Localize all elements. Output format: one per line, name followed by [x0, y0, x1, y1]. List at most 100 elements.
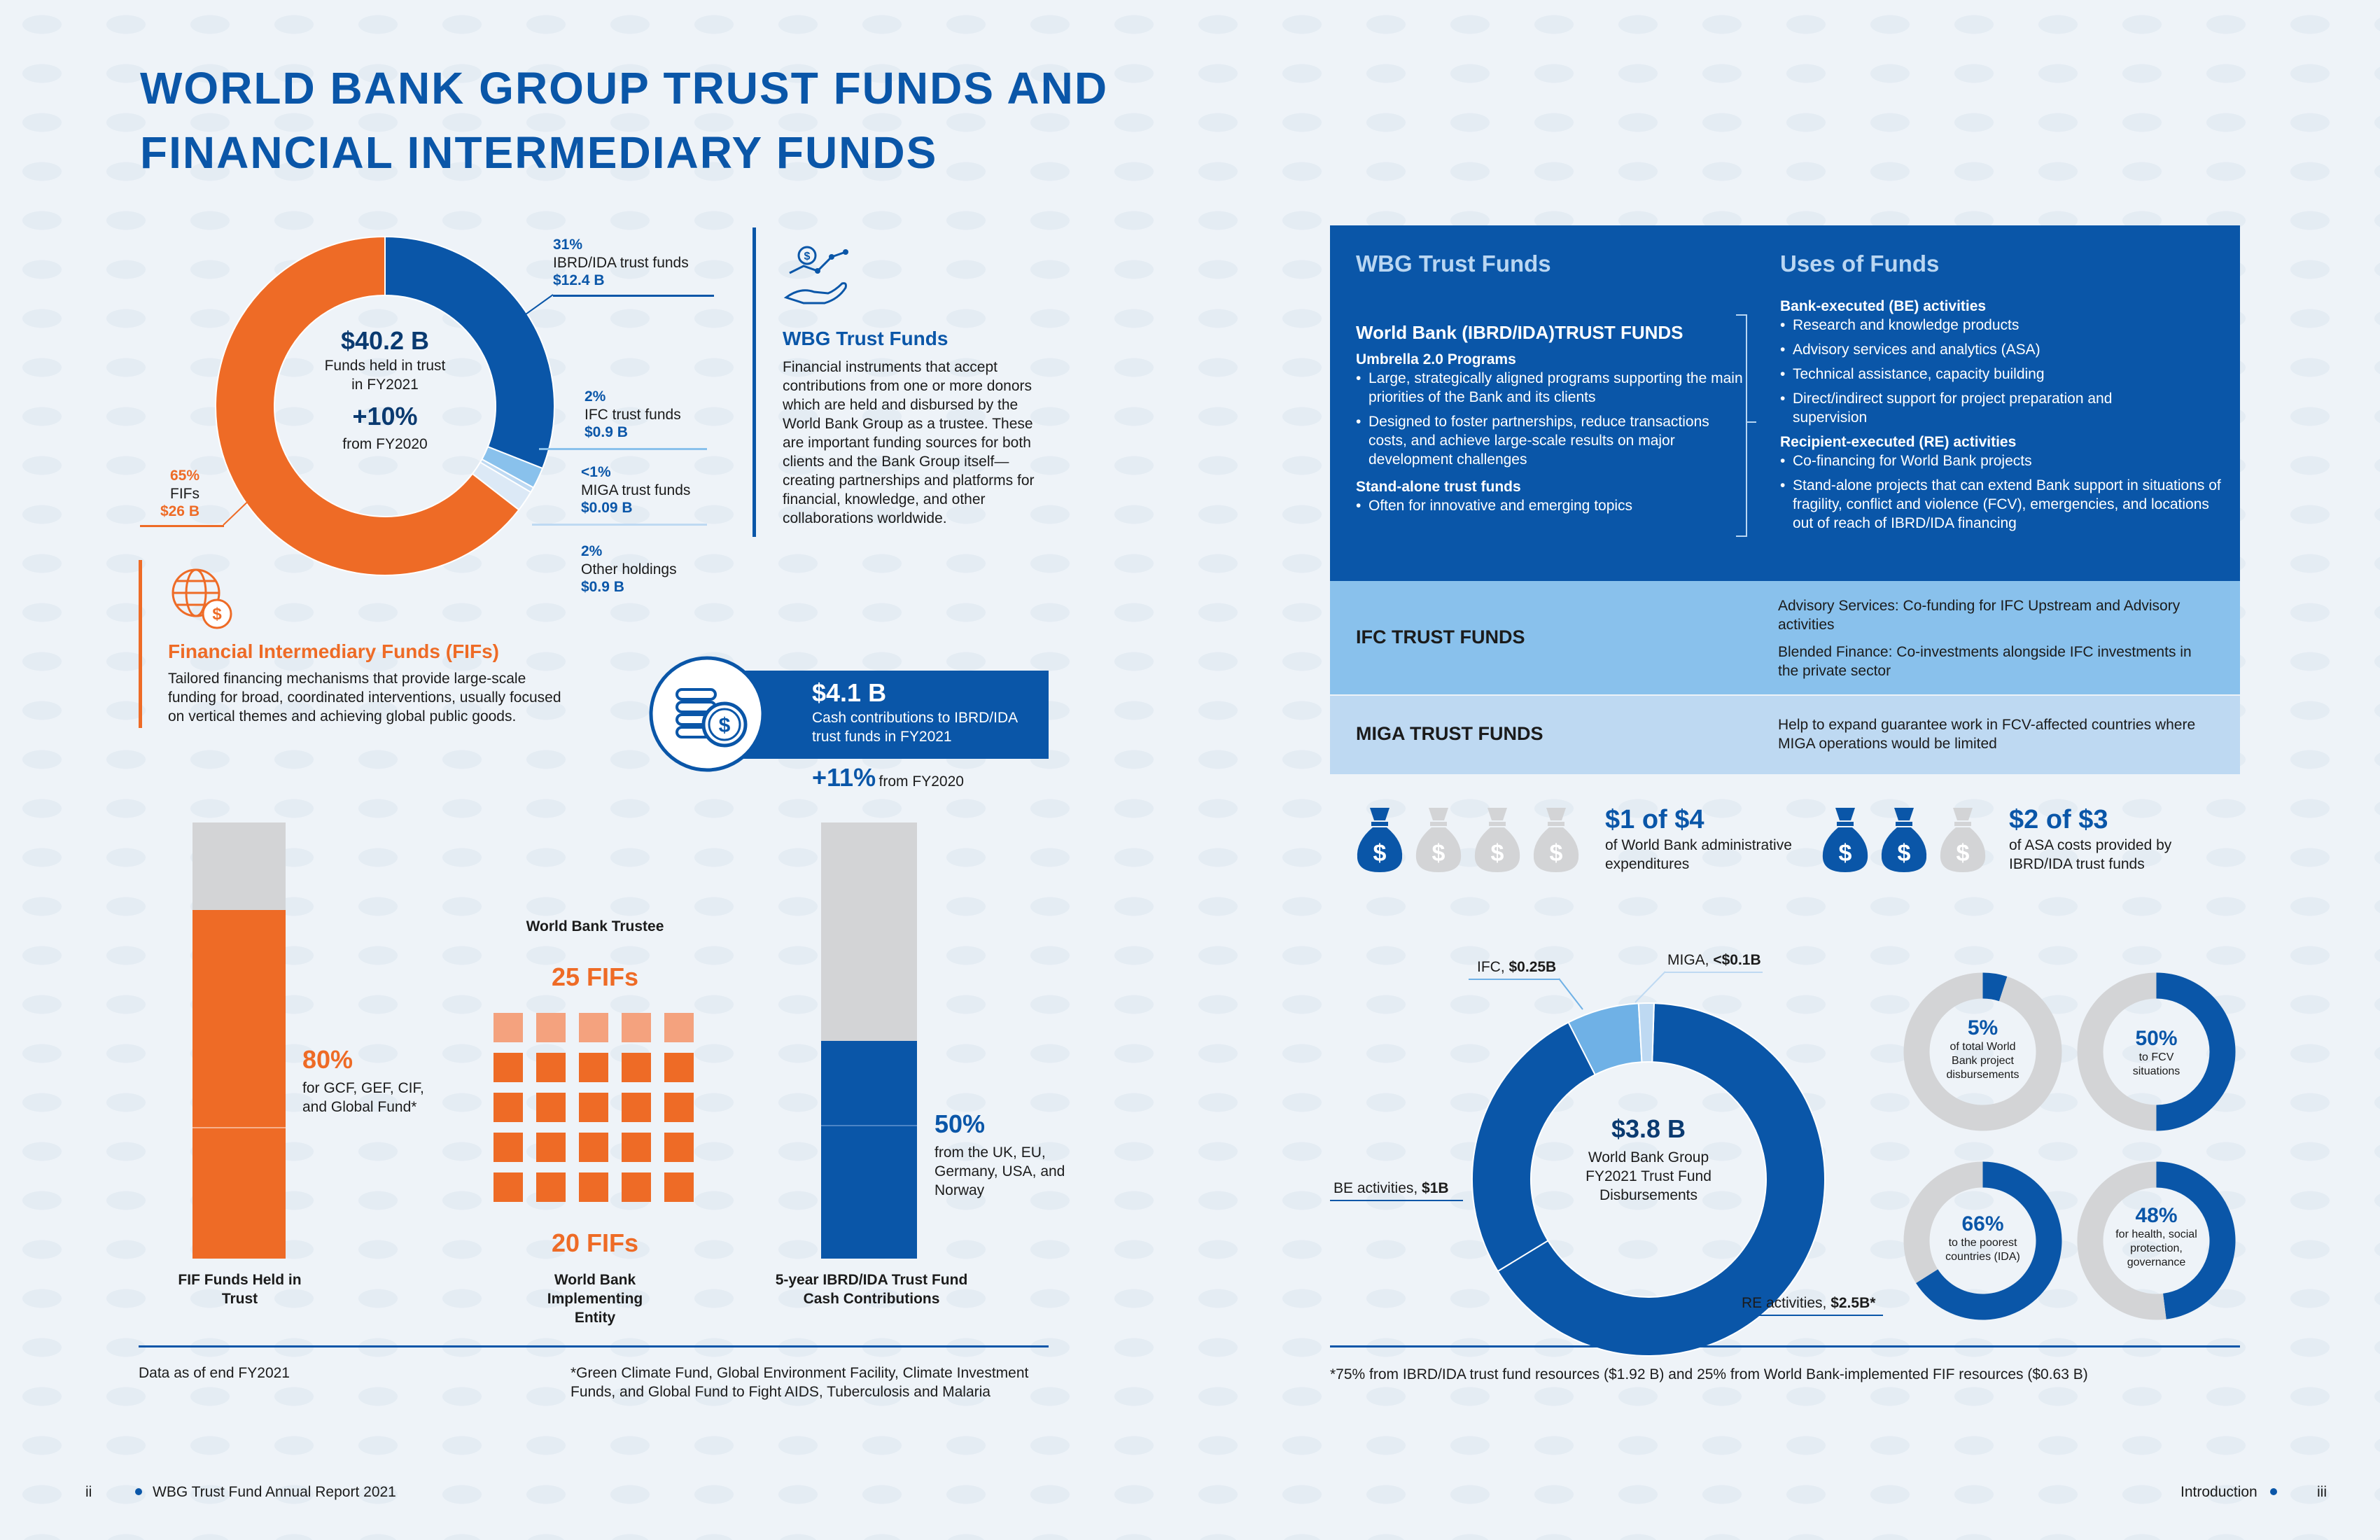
re-title: Recipient-executed (RE) activities [1780, 434, 2017, 450]
fif-square [493, 1013, 523, 1042]
bar2-pct: 50% [934, 1110, 986, 1138]
callout-value: $0.09 B [581, 500, 633, 516]
money-bag-icon: $ [1357, 808, 1403, 872]
umbrella-list: Large, strategically aligned programs su… [1356, 369, 1748, 469]
divider [139, 560, 142, 728]
label-miga: MIGA, <$0.1B [1667, 951, 1761, 969]
svg-text:$: $ [804, 251, 811, 262]
callout-miga: <1% MIGA trust funds $0.09 B [581, 464, 690, 517]
money-bag-icon: $ [1822, 808, 1868, 872]
fif-bar [192, 822, 286, 1259]
donut-segment [1497, 1002, 1826, 1357]
callout-other: 2% Other holdings $0.9 B [581, 543, 677, 596]
callout-ibrd: 31% IBRD/IDA trust funds $12.4 B [553, 237, 689, 289]
label-leader [1558, 978, 1583, 1010]
callout-fifs: 65% FIFs $26 B [140, 468, 200, 520]
bullet-dot [2270, 1488, 2277, 1495]
label-rule [1736, 1315, 1883, 1316]
sd2-text: 66% to the poorest countries (IDA) [1921, 1212, 2044, 1264]
sd3-text: 48% for health, social protection, gover… [2095, 1204, 2218, 1270]
ifc-use-2: Blended Finance: Co-investments alongsid… [1778, 644, 2192, 679]
fif-square [493, 1172, 523, 1202]
svg-text:$: $ [1956, 840, 1970, 867]
callout-pct: 65% [169, 468, 200, 484]
cash-growth: +11% [812, 763, 876, 792]
col2-head: Uses of Funds [1780, 251, 1940, 276]
col1-head: WBG Trust Funds [1356, 251, 1551, 276]
money-bag-icon: $ [1533, 808, 1579, 872]
be-item: Advisory services and analytics (ASA) [1780, 340, 2228, 359]
fifs-top-count: 25 FIFs [551, 962, 639, 991]
sd3-pct: 48% [2135, 1204, 2178, 1227]
bar2-caption: 5-year IBRD/IDA Trust Fund Cash Contribu… [775, 1272, 968, 1307]
miga-title: MIGA TRUST FUNDS [1356, 723, 1544, 744]
label-ifc: IFC, $0.25B [1477, 958, 1556, 976]
svg-text:$: $ [1898, 840, 1911, 867]
svg-text:$: $ [1432, 840, 1446, 867]
svg-text:$: $ [1491, 840, 1504, 867]
cash-growth-label: from FY2020 [878, 774, 964, 790]
sd2-pct: 66% [1961, 1212, 2004, 1236]
money-bag-icon: $ [1881, 808, 1927, 872]
small-donut-bank-disbursements [1903, 972, 2062, 1131]
small-donut-ida [1903, 1161, 2062, 1320]
funds-held-donut-chart [215, 235, 555, 576]
cash-value: $4.1 B [812, 678, 887, 707]
coins-icon: $ [649, 656, 765, 772]
cash-text: $4.1 B Cash contributions to IBRD/IDA tr… [812, 678, 1043, 746]
bags-left-value: $1 of $4 [1605, 805, 1704, 834]
fif-square [664, 1093, 694, 1122]
callout-pct: <1% [581, 464, 611, 480]
bags-left-label: of World Bank administrative expenditure… [1605, 837, 1792, 872]
callout-label: IBRD/IDA trust funds [553, 255, 689, 271]
footer-rule [139, 1345, 1049, 1348]
svg-text:$: $ [719, 714, 731, 737]
fif-square [579, 1093, 608, 1122]
donut1-value: $40.2 B [340, 326, 430, 355]
globe-dollar-icon: $ [172, 568, 232, 629]
small-donut-health [2077, 1161, 2236, 1320]
label-prefix: IFC, [1477, 959, 1509, 975]
callout-label: Other holdings [581, 561, 677, 578]
donut-segment [384, 235, 555, 470]
label-rule [1469, 979, 1560, 980]
cash-label: Cash contributions to IBRD/IDA trust fun… [812, 710, 1017, 745]
fif-bar-fill [192, 909, 286, 1259]
cash-growth-row: +11% from FY2020 [812, 763, 964, 792]
be-list: Research and knowledge products Advisory… [1780, 316, 2228, 427]
report-title: WBG Trust Fund Annual Report 2021 [153, 1484, 396, 1500]
divider [752, 227, 756, 537]
donut2-center: $3.8 B World Bank Group FY2021 Trust Fun… [1540, 1113, 1757, 1205]
donut-segment [1982, 972, 2008, 1002]
fif-square [579, 1133, 608, 1162]
callout-rule [539, 448, 707, 450]
donut-segment [1903, 972, 2062, 1131]
bags-right-value: $2 of $3 [2009, 805, 2108, 834]
fifs-top-label: World Bank Trustee [526, 918, 664, 934]
left-footnote: *Green Climate Fund, Global Environment … [570, 1365, 1029, 1400]
be-item: Research and knowledge products [1780, 316, 2228, 335]
fif-bar-rule [192, 1127, 286, 1128]
donut-segment [2077, 1161, 2166, 1320]
label-prefix: MIGA, [1667, 952, 1714, 968]
standalone-title: Stand-alone trust funds [1356, 479, 1521, 495]
fif-square [536, 1133, 566, 1162]
label-leader [1634, 971, 1666, 1003]
donut-segment [2156, 972, 2236, 1131]
donut-segment [1903, 1161, 1983, 1284]
svg-text:$: $ [1839, 840, 1852, 867]
cash-bar [821, 822, 917, 1259]
label-value: <$0.1B [1713, 952, 1761, 968]
fif-square [493, 1093, 523, 1122]
cash-bar-fill [821, 1040, 917, 1259]
callout-value: $26 B [160, 503, 200, 519]
fif-square [536, 1172, 566, 1202]
label-prefix: RE activities, [1742, 1295, 1831, 1311]
callout-value: $0.9 B [581, 579, 624, 595]
callout-ifc: 2% IFC trust funds $0.9 B [584, 388, 681, 441]
fif-square [622, 1172, 651, 1202]
wbg-tf-text: Financial instruments that accept contri… [783, 359, 1035, 526]
bags-left-text: $1 of $4 of World Bank administrative ex… [1605, 804, 1829, 874]
donut-segment [215, 235, 520, 576]
fif-text: Tailored financing mechanisms that provi… [168, 671, 561, 724]
